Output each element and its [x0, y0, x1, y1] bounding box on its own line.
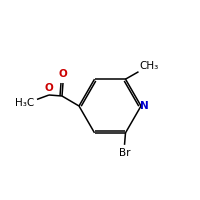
Text: O: O	[59, 69, 67, 79]
Text: O: O	[44, 83, 53, 93]
Text: CH₃: CH₃	[139, 61, 158, 71]
Text: N: N	[140, 101, 149, 111]
Text: H₃C: H₃C	[15, 98, 34, 108]
Text: Br: Br	[119, 148, 130, 158]
